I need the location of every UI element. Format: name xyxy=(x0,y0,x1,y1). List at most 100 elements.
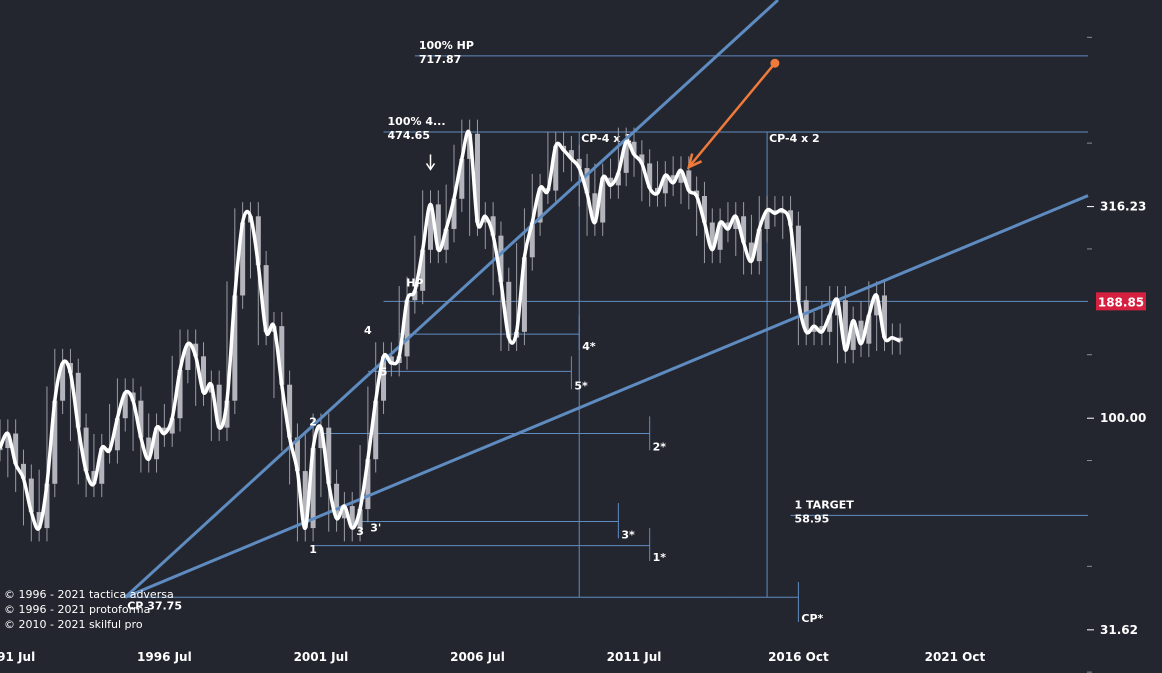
price-bar xyxy=(842,300,848,350)
price-bar xyxy=(639,154,645,164)
price-bar xyxy=(224,400,230,428)
price-bar xyxy=(114,418,120,451)
price-bar xyxy=(44,483,50,529)
wave-label: 2 xyxy=(309,416,317,429)
price-bar xyxy=(686,170,692,191)
level-value: 474.65 xyxy=(388,129,430,142)
level-value: 717.87 xyxy=(419,53,461,66)
price-bar xyxy=(850,320,856,350)
price-bar xyxy=(138,400,144,438)
orange-arrow-icon xyxy=(686,153,703,170)
price-bar xyxy=(216,384,222,428)
trendline xyxy=(124,0,779,599)
price-bar xyxy=(600,177,606,223)
price-bar xyxy=(428,204,434,250)
y-tick-label: 100.00 xyxy=(1100,411,1146,425)
price-bar xyxy=(201,356,207,393)
level-label: 100% HP xyxy=(419,39,474,52)
price-bar xyxy=(318,427,324,449)
price-bar xyxy=(725,222,731,229)
x-tick-label: 2016 Oct xyxy=(768,650,829,664)
price-bar xyxy=(615,172,621,186)
price-bar xyxy=(459,158,465,199)
orange-arrow-icon xyxy=(687,62,776,168)
price-bar xyxy=(373,400,379,460)
price-bar xyxy=(498,235,504,282)
price-bar xyxy=(474,133,480,223)
price-bar xyxy=(568,150,574,159)
price-bar xyxy=(701,196,707,223)
price-bar xyxy=(240,222,246,296)
price-bar xyxy=(608,177,614,186)
price-bar xyxy=(482,216,488,223)
projection-label: 3* xyxy=(621,528,635,541)
price-bar xyxy=(381,356,387,401)
level-label: CP 37.75 xyxy=(127,599,182,612)
price-bar xyxy=(404,300,410,357)
price-bar xyxy=(709,222,715,250)
price-bar xyxy=(310,448,316,529)
copyright-line: © 2010 - 2021 skilful pro xyxy=(4,618,143,631)
price-line xyxy=(0,129,901,531)
price-bar xyxy=(357,509,363,529)
price-bar xyxy=(631,141,637,155)
current-price-label: 188.85 xyxy=(1098,295,1144,309)
price-bar xyxy=(287,384,293,438)
price-bar xyxy=(99,448,105,484)
price-bar xyxy=(334,483,340,519)
projection-label: CP* xyxy=(801,612,823,625)
price-bar xyxy=(756,228,762,262)
level-label: 1 TARGET xyxy=(795,498,855,511)
wave-label: 4 xyxy=(364,324,372,337)
price-bar xyxy=(811,326,817,332)
price-bar xyxy=(28,478,34,513)
price-bar xyxy=(678,170,684,183)
price-bar xyxy=(529,222,535,258)
projection-label: 4* xyxy=(582,340,596,353)
price-bar xyxy=(412,290,418,301)
price-bar xyxy=(647,163,653,188)
price-bar xyxy=(748,242,754,262)
price-bar xyxy=(75,372,81,428)
price-bar xyxy=(506,281,512,338)
price-bar xyxy=(827,315,833,332)
price-bar xyxy=(185,343,191,370)
price-bar xyxy=(858,320,864,344)
price-bar xyxy=(819,326,825,332)
price-bar xyxy=(451,198,457,229)
copyright-line: © 1996 - 2021 protoforma xyxy=(4,603,151,616)
price-bar xyxy=(717,222,723,250)
x-tick-label: 2006 Jul xyxy=(450,650,505,664)
price-bar xyxy=(741,216,747,243)
price-bar xyxy=(279,326,285,385)
price-bar xyxy=(623,141,629,173)
price-bar xyxy=(365,459,371,510)
price-bar xyxy=(5,433,11,449)
price-bar xyxy=(0,448,3,451)
price-bar xyxy=(36,512,42,529)
price-bar xyxy=(490,216,496,236)
price-bar xyxy=(874,295,880,316)
price-bar xyxy=(592,193,598,223)
level-value: 58.95 xyxy=(795,512,830,525)
price-bar xyxy=(443,228,449,250)
cycle-label: CP-4 x 1 xyxy=(581,132,632,145)
wave-label: 5 xyxy=(380,366,388,379)
price-bar xyxy=(91,471,97,484)
price-bar xyxy=(122,392,128,419)
price-bar xyxy=(435,204,441,250)
price-bar xyxy=(881,295,887,338)
price-bar xyxy=(161,427,167,434)
price-bar xyxy=(553,145,559,191)
price-bar xyxy=(13,433,19,464)
price-bar xyxy=(326,427,332,484)
price-bar xyxy=(584,168,590,194)
price-bar xyxy=(388,356,394,364)
price-bar xyxy=(662,175,668,194)
price-bar xyxy=(177,369,183,419)
projection-label: 1* xyxy=(653,551,667,564)
price-bar xyxy=(537,187,543,223)
price-bar xyxy=(795,225,801,301)
price-bar xyxy=(232,295,238,401)
